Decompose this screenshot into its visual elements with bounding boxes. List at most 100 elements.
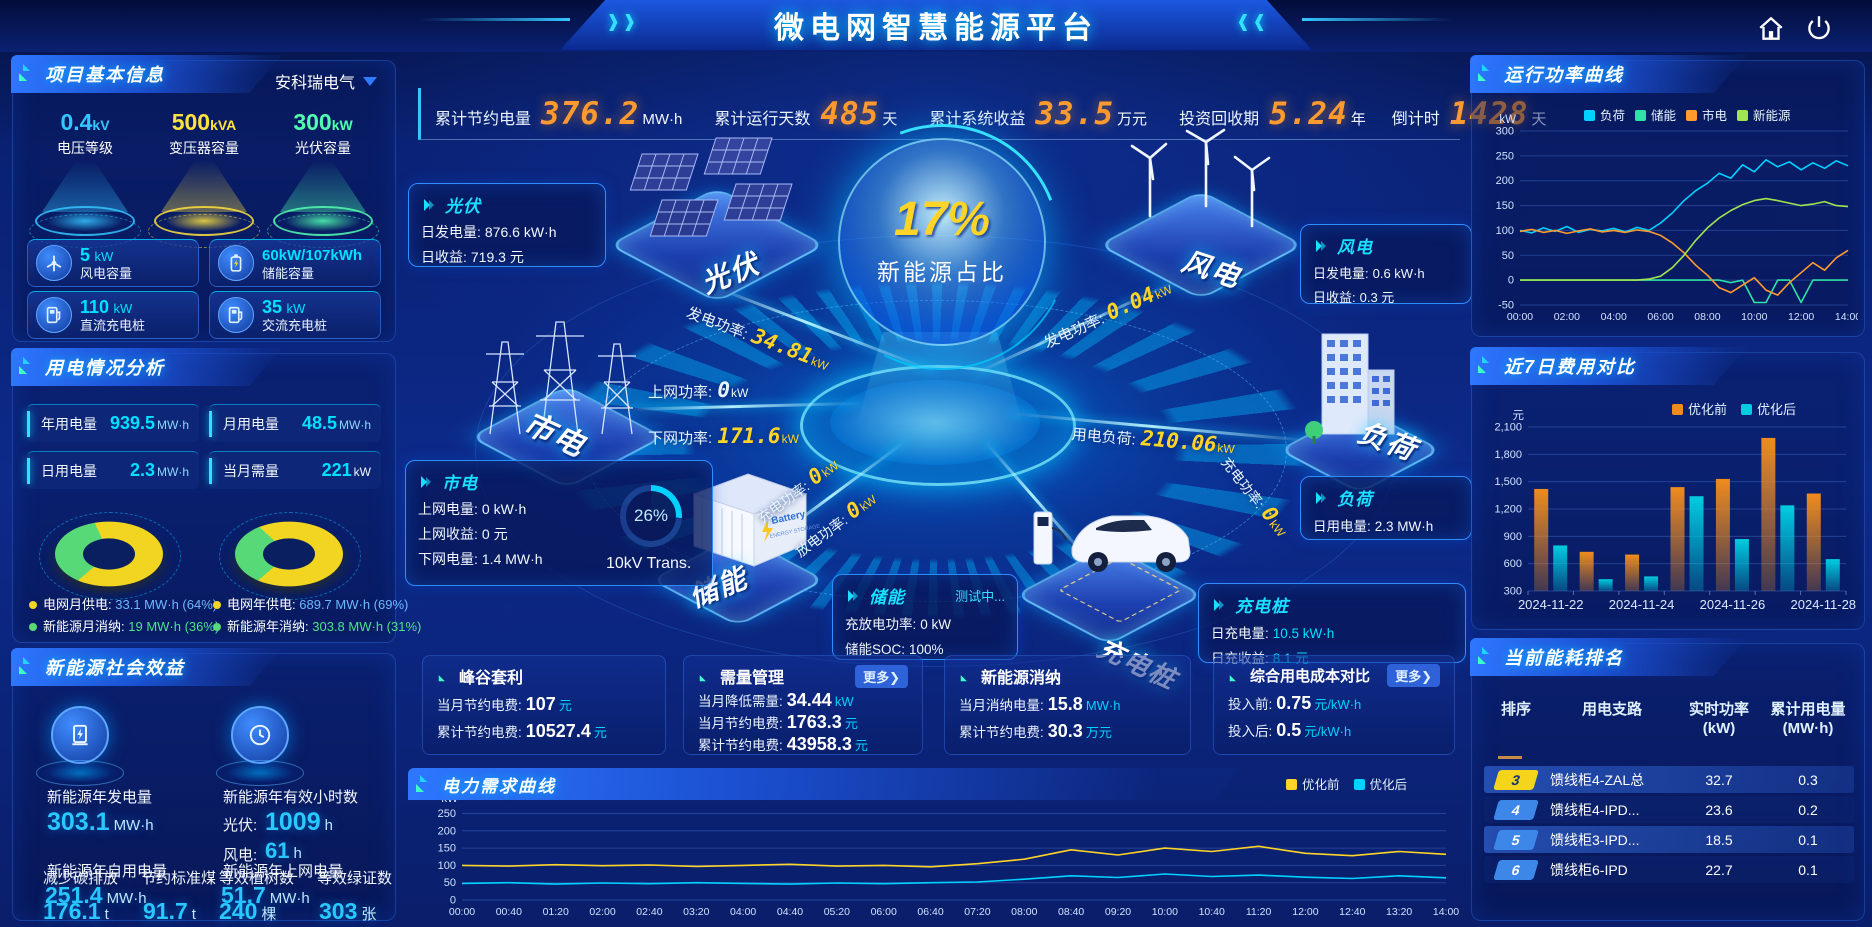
from-grid-flow-label: 下网功率: 171.6kW — [648, 424, 799, 448]
renewable-share-value: 17% — [893, 193, 991, 246]
svg-text:14:00: 14:00 — [1433, 906, 1459, 918]
col-branch: 用电支路 — [1581, 701, 1642, 718]
card-title: 综合用电成本对比 — [1250, 668, 1371, 685]
corner-arrow-icon — [19, 64, 30, 81]
svg-text:06:00: 06:00 — [871, 906, 897, 918]
legend-label: 新能源年消纳 — [227, 619, 306, 634]
company-selector[interactable]: 安科瑞电气 — [275, 69, 377, 93]
legend-dot — [29, 601, 37, 609]
svg-text:08:40: 08:40 — [1058, 906, 1084, 918]
value: 51.7 — [221, 882, 266, 908]
table-row[interactable]: 6 馈线柜6-IPD 22.7 0.1 — [1484, 856, 1854, 883]
row-label: 当月消纳电量: — [959, 698, 1044, 713]
more-button[interactable]: 更多❯ — [855, 664, 908, 688]
chevron-right-icon — [424, 198, 434, 211]
cost-compare-card: 综合用电成本对比 更多❯ 投入前: 0.75 元/kW·h 投入后: 0.5 元/kW·… — [1213, 655, 1455, 755]
demand-mgmt-card: 需量管理 更多❯ 当月降低需量: 34.44 kW 当月节约电费: 1763.3 元 累… — [683, 655, 923, 755]
svg-text:06:40: 06:40 — [917, 906, 943, 918]
gauge-label: 变压器容量 — [169, 140, 239, 156]
legend-label: 电网月供电 — [43, 597, 109, 612]
panel-header: 运行功率曲线 — [1470, 55, 1748, 93]
svg-text:10:40: 10:40 — [1199, 906, 1225, 918]
row-label: 投入后: — [1228, 724, 1273, 739]
legend-item[interactable]: 市电 — [1686, 105, 1727, 124]
card-value: 110 — [80, 297, 110, 317]
legend-item[interactable]: 优化后 — [1353, 774, 1407, 793]
row-label: 当月节约电费: — [437, 698, 522, 713]
demand-panel-header: 电力需求曲线 — [408, 768, 1240, 800]
row-unit: 元 — [593, 725, 607, 740]
legend-item[interactable]: 储能 — [1635, 105, 1676, 124]
panel-header: 项目基本信息 — [11, 55, 282, 93]
stat-label: 年用电量 — [41, 415, 97, 432]
chevron-right-icon — [1316, 239, 1326, 252]
legend-item[interactable]: 优化前 — [1286, 774, 1340, 793]
solar-panels-illustration — [629, 137, 793, 237]
row-value: 30.3 — [1047, 721, 1083, 741]
cost-legend[interactable]: 优化前 优化后 — [1672, 399, 1796, 418]
power-legend[interactable]: 负荷 储能 市电 新能源 — [1584, 105, 1791, 124]
legend-item[interactable]: 优化前 — [1672, 399, 1727, 418]
kpi-value: 5.24 — [1269, 95, 1348, 132]
svg-text:600: 600 — [1504, 558, 1522, 570]
card-title: 新能源消纳 — [981, 670, 1062, 687]
more-button[interactable]: 更多❯ — [1387, 664, 1440, 687]
legend-item[interactable]: 优化后 — [1741, 399, 1796, 418]
legend-label: 负荷 — [1600, 109, 1626, 123]
wind-hours-value: 61 h — [265, 838, 302, 864]
gauge-unit: kVA — [210, 117, 237, 133]
legend-item[interactable]: 新能源 — [1737, 105, 1791, 124]
kpi-label: 累计节约电量 — [435, 110, 532, 128]
box-title: 储能 — [869, 588, 905, 607]
row-unit: 元 — [854, 738, 868, 753]
unit: t — [104, 906, 109, 923]
pv-hours-label: 光伏: — [223, 817, 258, 834]
kpi-label: 累计运行天数 — [714, 110, 811, 128]
dc-charger-icon — [36, 297, 72, 333]
kpi-unit: 万元 — [1117, 110, 1148, 128]
chevron-down-icon — [363, 76, 377, 86]
donut-ring — [39, 512, 181, 600]
demand-curve-chart: 0 50 100 150 200 250 kW 00:00 00:40 01:20 02:00 02:… — [438, 800, 1460, 918]
cert-value: 303 张 — [319, 898, 376, 925]
panel-title: 近7日费用对比 — [1504, 357, 1637, 377]
row-label: 上网电量: — [418, 501, 478, 517]
legend-value: 303.8 MW·h (31%) — [312, 619, 422, 634]
year-energy-donut — [235, 521, 343, 587]
power-icon[interactable] — [1804, 13, 1834, 43]
kpi-run-days: 累计运行天数 485 天 — [714, 96, 897, 132]
svg-text:00:00: 00:00 — [449, 906, 475, 918]
svg-text:0: 0 — [450, 895, 456, 907]
kpi-label: 倒计时 — [1391, 110, 1440, 128]
chevron-right-icon — [1316, 491, 1326, 504]
day-usage-chip: 日用电量 2.3 MW·h — [27, 451, 199, 489]
svg-text:2024-11-22: 2024-11-22 — [1518, 597, 1584, 612]
svg-text:03:20: 03:20 — [683, 906, 709, 918]
card-value: 5 — [80, 245, 91, 265]
home-icon[interactable] — [1756, 14, 1786, 44]
stat-value: 48.5 — [301, 413, 337, 433]
table-row[interactable]: 4 馈线柜4-IPD... 23.6 0.2 — [1484, 796, 1854, 823]
renewable-share-label: 新能源占比 — [877, 259, 1007, 285]
table-row[interactable]: 3 馈线柜4-ZAL总 32.7 0.3 — [1484, 766, 1854, 793]
storage-info-box: 储能 测试中... 充放电功率: 0 kW 储能SOC: 100% — [832, 574, 1018, 660]
energy-cell: 0.1 — [1798, 831, 1818, 848]
legend-label: 优化后 — [1757, 402, 1797, 417]
scroll-indicator — [1498, 756, 1522, 759]
table-row[interactable]: 5 馈线柜3-IPD... 18.5 0.1 — [1484, 826, 1854, 853]
wind-turbine-icon — [36, 245, 72, 281]
chevron-right-icon — [421, 475, 431, 488]
social-benefit-panel: 新能源社会效益 新能源年发电量 303.1 MW·h 新能源年有效小时数 光伏: … — [11, 648, 396, 924]
stat-label: 日用电量 — [41, 462, 97, 479]
wind-capacity-card: 5 kW 风电容量 — [27, 239, 199, 287]
legend-dot — [213, 601, 221, 609]
self-use-label: 新能源年自用电量 — [47, 863, 168, 880]
feed-in-label: 新能源年上网电量 — [223, 863, 344, 880]
page-title: 微电网智慧能源平台 — [774, 12, 1098, 45]
row-value: 719.3 元 — [470, 249, 524, 265]
card-unit: kW — [113, 301, 133, 316]
peak-valley-card: 峰谷套利 当月节约电费: 107 元 累计节约电费: 10527.4 元 — [422, 655, 666, 755]
legend-item[interactable]: 负荷 — [1584, 105, 1625, 124]
demand-legend[interactable]: 优化前 优化后 — [1286, 774, 1407, 793]
